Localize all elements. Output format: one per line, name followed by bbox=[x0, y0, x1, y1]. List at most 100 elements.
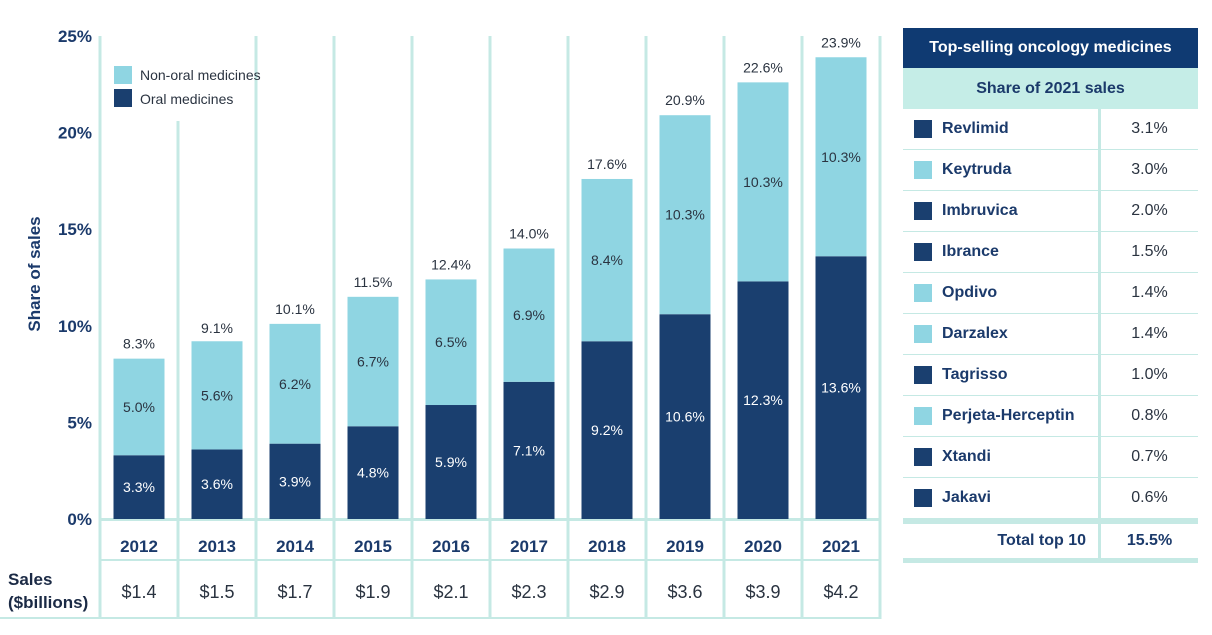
top-selling-table: Top-selling oncology medicines Share of … bbox=[903, 28, 1198, 563]
label-non-oral-2014: 6.2% bbox=[279, 376, 311, 392]
label-total-2016: 12.4% bbox=[431, 256, 471, 272]
column-separator bbox=[488, 36, 492, 618]
table-row: Opdivo 1.4% bbox=[903, 273, 1198, 314]
non-oral-swatch-icon bbox=[914, 407, 932, 425]
bar-oral-2017 bbox=[503, 381, 555, 519]
x-tick-year: 2019 bbox=[666, 537, 704, 556]
x-axis-rows: 2012 $1.4 2013 $1.5 2014 $1.7 2015 $1.9 2016 $2.1… bbox=[120, 537, 860, 602]
label-non-oral-2020: 10.3% bbox=[743, 174, 783, 190]
sales-value: $2.1 bbox=[433, 582, 468, 602]
label-non-oral-2016: 6.5% bbox=[435, 334, 467, 350]
sales-value: $3.9 bbox=[745, 582, 780, 602]
label-total-2020: 22.6% bbox=[743, 59, 783, 75]
medicine-share: 1.4% bbox=[1131, 325, 1168, 342]
medicine-share: 3.1% bbox=[1131, 120, 1168, 137]
label-oral-2012: 3.3% bbox=[123, 479, 155, 495]
medicine-name: Darzalex bbox=[942, 325, 1008, 342]
medicine-name-cell: Revlimid bbox=[903, 109, 1101, 149]
sales-label-line1: Sales bbox=[8, 570, 52, 589]
table-row: Imbruvica 2.0% bbox=[903, 191, 1198, 232]
x-tick-year: 2012 bbox=[120, 537, 158, 556]
total-label: Total top 10 bbox=[903, 524, 1101, 558]
y-tick-label: 5% bbox=[67, 413, 92, 432]
medicine-name-cell: Darzalex bbox=[903, 314, 1101, 354]
x-tick-year: 2021 bbox=[822, 537, 860, 556]
label-oral-2017: 7.1% bbox=[513, 442, 545, 458]
medicine-share: 3.0% bbox=[1131, 161, 1168, 178]
legend-swatch-non-oral bbox=[114, 66, 132, 84]
medicine-name: Opdivo bbox=[942, 284, 998, 301]
medicine-name: Keytruda bbox=[942, 161, 1012, 178]
oral-swatch-icon bbox=[914, 489, 932, 507]
medicine-share: 0.6% bbox=[1131, 489, 1168, 506]
label-non-oral-2021: 10.3% bbox=[821, 149, 861, 165]
x-tick-year: 2017 bbox=[510, 537, 548, 556]
label-oral-2016: 5.9% bbox=[435, 454, 467, 470]
legend-label-oral: Oral medicines bbox=[140, 91, 233, 107]
label-non-oral-2015: 6.7% bbox=[357, 354, 389, 370]
medicine-name: Perjeta-Herceptin bbox=[942, 407, 1075, 424]
bar-non-oral-2021 bbox=[815, 57, 867, 257]
table-row: Tagrisso 1.0% bbox=[903, 355, 1198, 396]
row-divider bbox=[100, 518, 882, 521]
column-separator bbox=[878, 36, 882, 618]
y-tick-label: 15% bbox=[58, 220, 92, 239]
bar-non-oral-2017 bbox=[503, 248, 555, 382]
label-oral-2015: 4.8% bbox=[357, 465, 389, 481]
bar-non-oral-2018 bbox=[581, 178, 633, 342]
table-row: Keytruda 3.0% bbox=[903, 150, 1198, 191]
medicine-name: Ibrance bbox=[942, 243, 999, 260]
legend: Non-oral medicines Oral medicines bbox=[114, 66, 261, 107]
label-oral-2018: 9.2% bbox=[591, 422, 623, 438]
bar-non-oral-2014 bbox=[269, 323, 321, 444]
oral-swatch-icon bbox=[914, 243, 932, 261]
medicine-name-cell: Perjeta-Herceptin bbox=[903, 396, 1101, 436]
non-oral-swatch-icon bbox=[914, 284, 932, 302]
row-divider bbox=[100, 559, 882, 561]
bar-non-oral-2013 bbox=[191, 341, 243, 450]
table-row: Darzalex 1.4% bbox=[903, 314, 1198, 355]
sales-value: $1.9 bbox=[355, 582, 390, 602]
column-separator bbox=[98, 36, 102, 618]
medicine-share: 1.4% bbox=[1131, 284, 1168, 301]
table-row: Jakavi 0.6% bbox=[903, 478, 1198, 519]
table-title: Top-selling oncology medicines bbox=[903, 28, 1198, 68]
medicine-name: Jakavi bbox=[942, 489, 991, 506]
label-oral-2019: 10.6% bbox=[665, 409, 705, 425]
bar-oral-2020 bbox=[737, 281, 789, 519]
y-tick-label: 20% bbox=[58, 124, 92, 143]
label-non-oral-2018: 8.4% bbox=[591, 252, 623, 268]
table-total-row: Total top 10 15.5% bbox=[903, 519, 1198, 563]
legend-swatch-oral bbox=[114, 89, 132, 107]
label-non-oral-2017: 6.9% bbox=[513, 307, 545, 323]
medicine-name: Tagrisso bbox=[942, 366, 1008, 383]
label-total-2018: 17.6% bbox=[587, 156, 627, 172]
bars-layer bbox=[113, 57, 867, 519]
column-separator bbox=[332, 36, 336, 618]
bar-non-oral-2016 bbox=[425, 279, 477, 406]
label-oral-2020: 12.3% bbox=[743, 392, 783, 408]
y-axis-title: Share of sales bbox=[25, 216, 44, 331]
label-oral-2013: 3.6% bbox=[201, 476, 233, 492]
y-axis: 0% 5% 10% 15% 20% 25% bbox=[58, 27, 92, 529]
x-tick-year: 2020 bbox=[744, 537, 782, 556]
label-total-2012: 8.3% bbox=[123, 336, 155, 352]
sales-value: $1.7 bbox=[277, 582, 312, 602]
medicine-name-cell: Keytruda bbox=[903, 150, 1101, 190]
labels-layer: 3.3% 5.0% 8.3% 3.6% 5.6% 9.1% 3.9% 6.2% 10.1% 4.8… bbox=[123, 34, 861, 495]
y-tick-label: 25% bbox=[58, 27, 92, 46]
medicine-name-cell: Xtandi bbox=[903, 437, 1101, 477]
bar-non-oral-2012 bbox=[113, 358, 165, 456]
bar-oral-2013 bbox=[191, 449, 243, 519]
sales-value: $3.6 bbox=[667, 582, 702, 602]
label-total-2014: 10.1% bbox=[275, 301, 315, 317]
medicine-name-cell: Opdivo bbox=[903, 273, 1101, 313]
x-tick-year: 2014 bbox=[276, 537, 314, 556]
x-tick-year: 2013 bbox=[198, 537, 236, 556]
bar-oral-2012 bbox=[113, 455, 165, 519]
column-separator bbox=[644, 36, 648, 618]
column-separator bbox=[410, 36, 414, 618]
x-tick-year: 2015 bbox=[354, 537, 392, 556]
medicine-share: 1.5% bbox=[1131, 243, 1168, 260]
bar-non-oral-2020 bbox=[737, 82, 789, 282]
